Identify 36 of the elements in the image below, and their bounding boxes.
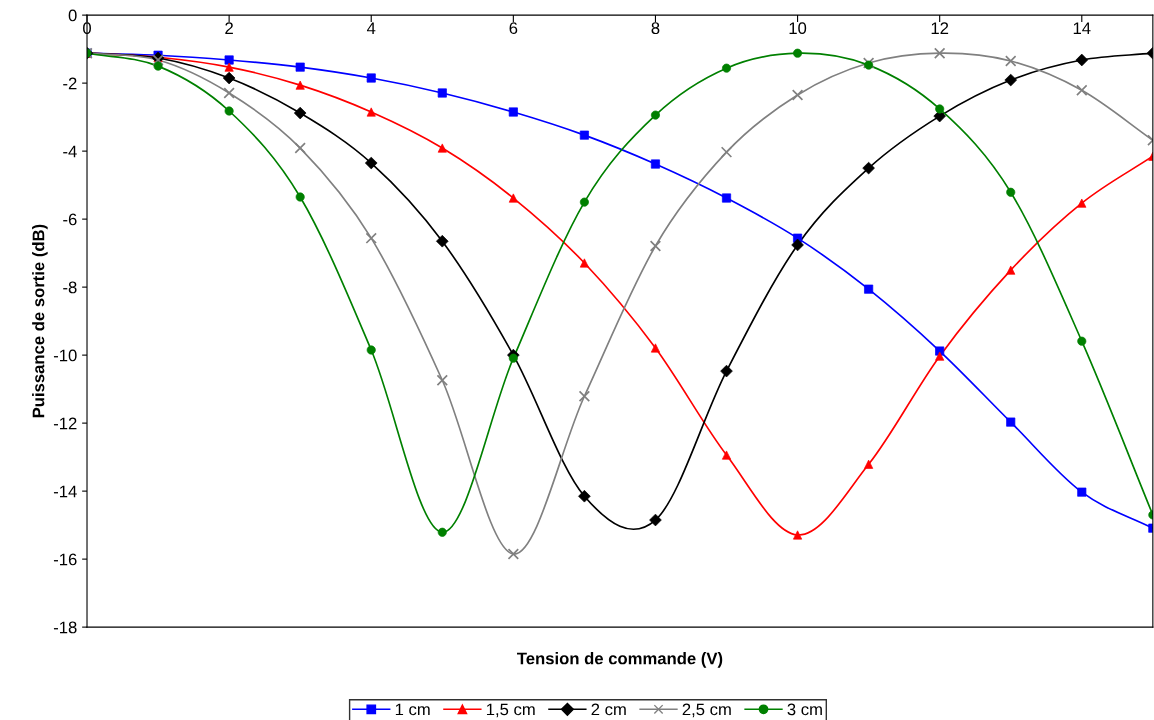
y-tick-label: -6: [63, 213, 77, 226]
y-tick-label: -12: [53, 417, 77, 430]
point: [933, 47, 946, 59]
point: [294, 142, 306, 154]
x-tick-label: 2: [225, 22, 233, 34]
legend-label: 1,5 cm: [486, 703, 535, 718]
legend-label: 1 cm: [395, 703, 430, 716]
y-axis-title: Puissance de sortie (dB): [32, 224, 48, 418]
x-tick-label: 10: [789, 22, 807, 35]
y-tick-label: -4: [63, 145, 77, 158]
point: [1005, 55, 1017, 67]
y-tick-label: -16: [53, 553, 77, 566]
x-tick-label: 6: [509, 22, 518, 35]
x-tick-label: 12: [931, 22, 949, 34]
x-tick-label: 8: [651, 22, 660, 35]
point: [791, 89, 804, 101]
legend-label: 2,5 cm: [682, 703, 731, 718]
point: [649, 240, 662, 252]
y-tick-label: -8: [63, 281, 77, 294]
legend-label: 2 cm: [591, 703, 626, 716]
x-tick-label: 4: [366, 22, 376, 34]
legend-label: 3 cm: [787, 703, 822, 716]
y-tick-label: -2: [63, 77, 77, 90]
y-tick-label: -14: [53, 485, 77, 498]
point: [436, 374, 448, 386]
point: [365, 232, 377, 244]
x-axis-title: Tension de commande (V): [517, 652, 723, 668]
y-tick-label: 0: [68, 9, 77, 22]
point: [1076, 84, 1088, 96]
point: [578, 390, 591, 402]
point: [720, 146, 733, 158]
y-tick-label: -18: [53, 621, 77, 634]
point: [223, 87, 235, 99]
point: [507, 548, 520, 560]
y-tick-label: -10: [53, 349, 77, 362]
x-tick-label: 14: [1073, 22, 1091, 34]
